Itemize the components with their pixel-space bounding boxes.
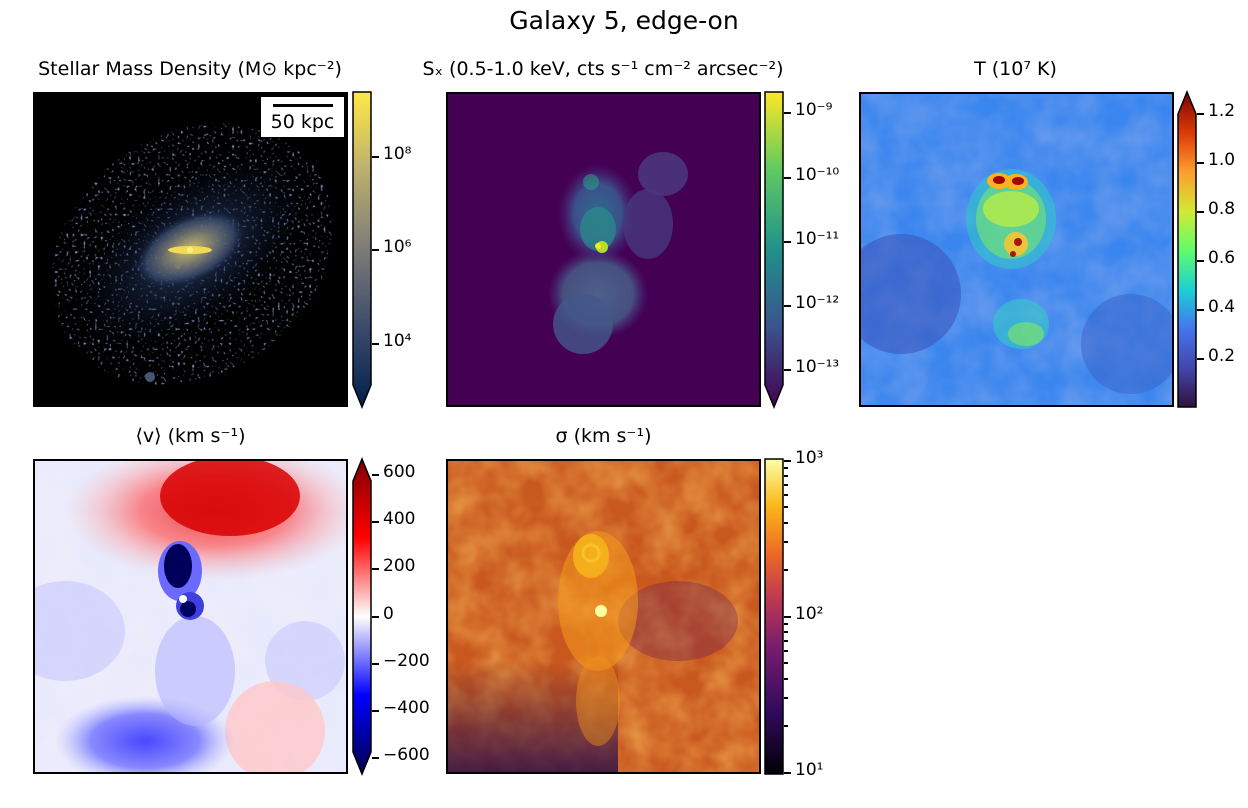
xray-tick: 10⁻¹² (795, 293, 840, 313)
stellar-map: 50 kpc (33, 92, 348, 407)
scalebar-label: 50 kpc (270, 111, 335, 133)
stellar-tick: 10⁴ (383, 331, 412, 351)
vel-tick: −600 (383, 745, 430, 765)
temp-map (859, 92, 1174, 407)
stellar-title: Stellar Mass Density (M⊙ kpc⁻²) (38, 58, 342, 80)
vel-tick: −400 (383, 698, 430, 718)
xray-map (446, 92, 761, 407)
vel-tick: 0 (383, 604, 394, 624)
xray-tick: 10⁻¹¹ (795, 229, 840, 249)
sigma-tick: 10¹ (795, 760, 824, 780)
scalebar: 50 kpc (260, 96, 345, 138)
vel-map (33, 459, 348, 774)
temp-tick: 1.2 (1208, 101, 1236, 121)
vel-tick: 600 (383, 462, 416, 482)
figure-title: Galaxy 5, edge-on (509, 6, 739, 35)
sigma-map (446, 459, 761, 774)
temp-tick: 0.2 (1208, 346, 1236, 366)
sigma-title: σ (km s⁻¹) (555, 425, 652, 447)
scalebar-line (273, 104, 333, 107)
vel-title: ⟨v⟩ (km s⁻¹) (135, 425, 246, 447)
vel-tick: 200 (383, 556, 416, 576)
stellar-tick: 10⁸ (383, 144, 412, 164)
xray-tick: 10⁻⁹ (795, 100, 833, 120)
temp-title: T (10⁷ K) (974, 58, 1057, 80)
sigma-tick: 10³ (795, 448, 824, 468)
temp-tick: 0.4 (1208, 297, 1236, 317)
temp-tick: 1.0 (1208, 150, 1236, 170)
xray-title: Sₓ (0.5-1.0 keV, cts s⁻¹ cm⁻² arcsec⁻²) (422, 58, 784, 80)
temp-tick: 0.8 (1208, 199, 1236, 219)
sigma-tick: 10² (795, 604, 824, 624)
xray-tick: 10⁻¹³ (795, 357, 840, 377)
vel-tick: 400 (383, 509, 416, 529)
xray-tick: 10⁻¹⁰ (795, 165, 840, 185)
temp-tick: 0.6 (1208, 248, 1236, 268)
vel-tick: −200 (383, 651, 430, 671)
stellar-tick: 10⁶ (383, 237, 412, 257)
